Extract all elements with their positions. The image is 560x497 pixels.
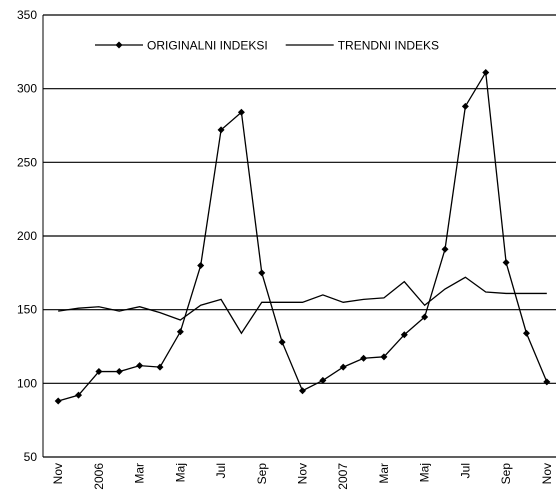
x-tick-label: Maj xyxy=(418,463,432,482)
x-tick-label: Mar xyxy=(133,463,147,484)
y-tick-label: 150 xyxy=(17,303,37,317)
data-point xyxy=(319,376,327,384)
y-tick-label: 50 xyxy=(24,450,38,464)
data-point xyxy=(482,68,490,76)
data-point xyxy=(217,126,225,134)
data-point xyxy=(75,391,83,399)
y-tick-label: 250 xyxy=(17,155,37,169)
data-point xyxy=(197,261,205,269)
data-point xyxy=(543,378,551,386)
data-point xyxy=(54,397,62,405)
series-line xyxy=(57,70,548,402)
x-tick-label: Nov xyxy=(51,463,65,484)
data-point xyxy=(237,108,245,116)
data-point xyxy=(156,363,164,371)
data-point xyxy=(176,328,184,336)
x-tick-label: Nov xyxy=(296,463,310,484)
legend-marker xyxy=(115,41,123,49)
x-tick-label: 2006 xyxy=(92,463,106,490)
data-point xyxy=(115,368,123,376)
x-tick-label: Nov xyxy=(540,463,554,484)
data-point xyxy=(421,313,429,321)
data-point xyxy=(522,329,530,337)
data-point xyxy=(339,363,347,371)
data-point xyxy=(502,259,510,267)
data-point xyxy=(299,387,306,395)
data-point xyxy=(258,269,266,277)
x-tick-label: Jul xyxy=(214,463,228,478)
data-point xyxy=(278,338,286,346)
y-tick-label: 350 xyxy=(17,8,37,22)
y-tick-label: 300 xyxy=(17,82,37,96)
x-tick-label: Jul xyxy=(458,463,472,478)
data-point xyxy=(461,102,469,110)
x-tick-label: Sep xyxy=(255,463,269,485)
data-point xyxy=(441,245,449,253)
series-line xyxy=(58,276,547,335)
data-point xyxy=(136,362,144,370)
data-point xyxy=(360,354,368,362)
legend-label: TRENDNI INDEKS xyxy=(338,39,439,53)
data-point xyxy=(95,368,103,376)
x-tick-label: Mar xyxy=(377,463,391,484)
x-tick-label: Maj xyxy=(173,463,187,482)
legend-label: ORIGINALNI INDEKSI xyxy=(147,39,268,53)
data-point xyxy=(400,331,408,339)
x-tick-label: 2007 xyxy=(336,463,350,490)
data-point xyxy=(380,353,388,361)
x-tick-label: Sep xyxy=(499,463,513,485)
y-tick-label: 200 xyxy=(17,229,37,243)
y-tick-label: 100 xyxy=(17,376,37,390)
